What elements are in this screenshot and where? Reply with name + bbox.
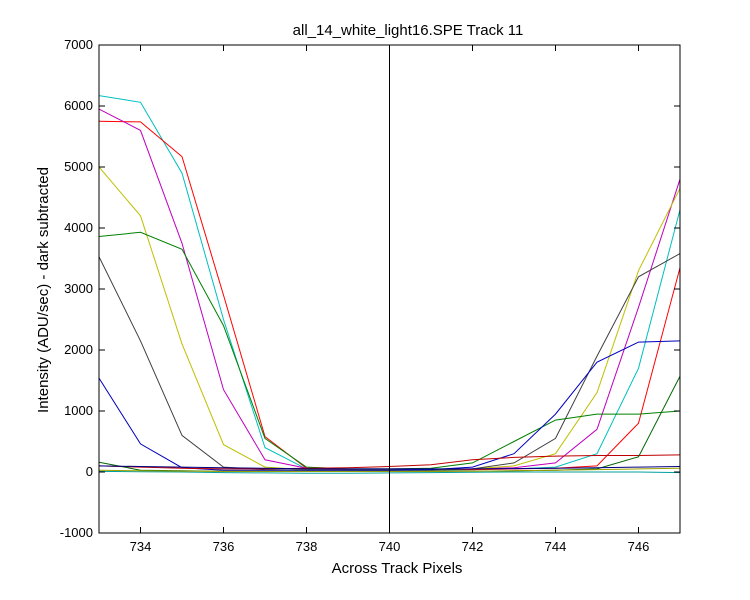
- y-tick-label: 7000: [64, 37, 93, 52]
- y-tick-label: 4000: [64, 220, 93, 235]
- y-tick-label: 1000: [64, 403, 93, 418]
- x-tick-label: 740: [379, 539, 401, 554]
- x-tick-label: 734: [130, 539, 152, 554]
- x-tick-label: 736: [213, 539, 235, 554]
- x-axis-title: Across Track Pixels: [332, 560, 463, 577]
- x-tick-label: 744: [545, 539, 567, 554]
- y-tick-label: 0: [86, 464, 93, 479]
- y-tick-label: 2000: [64, 342, 93, 357]
- chart-title: all_14_white_light16.SPE Track 11: [293, 22, 524, 39]
- x-tick-label: 742: [462, 539, 484, 554]
- x-tick-label: 746: [628, 539, 650, 554]
- x-tick-label: 738: [296, 539, 318, 554]
- y-axis-title: Intensity (ADU/sec) - dark subtracted: [35, 167, 52, 413]
- y-tick-label: 5000: [64, 159, 93, 174]
- axes-layer: 734 736 738 740 742 744 746 -1000 0 1000 2000 3000 4…: [60, 37, 681, 554]
- y-tick-label: 3000: [64, 281, 93, 296]
- y-tick-label: -1000: [60, 525, 93, 540]
- y-tick-label: 6000: [64, 98, 93, 113]
